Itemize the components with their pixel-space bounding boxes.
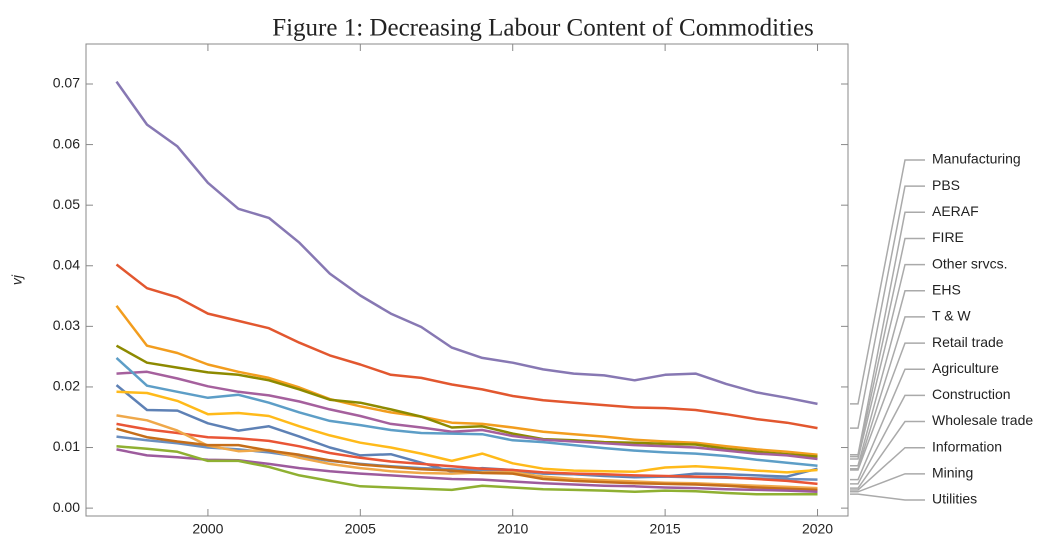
callout [850, 446, 925, 491]
chart-title: Figure 1: Decreasing Labour Content of C… [272, 15, 814, 42]
callout [850, 159, 925, 405]
legend-label: EHS [932, 281, 961, 297]
legend-label: T & W [932, 308, 971, 324]
legend-label: Retail trade [932, 334, 1004, 350]
series-line [115, 305, 818, 457]
x-tick-label: 2005 [345, 521, 376, 537]
x-tick-label: 2015 [650, 521, 681, 537]
callout [850, 394, 925, 485]
legend-label: AERAF [932, 203, 979, 219]
callout [850, 316, 925, 470]
x-tick-label: 2010 [497, 521, 528, 537]
y-tick-label: 0.02 [53, 378, 80, 394]
y-axis-label: vj [9, 274, 25, 285]
legend-label: FIRE [932, 229, 964, 245]
legend-label: Other srvcs. [932, 255, 1007, 271]
series-line [116, 422, 818, 486]
series-line [116, 390, 818, 474]
callout [850, 263, 925, 460]
callout [850, 290, 925, 467]
x-tick-label: 2020 [802, 521, 833, 537]
legend-label: Agriculture [932, 360, 999, 376]
series-line [115, 356, 818, 467]
series-line [115, 263, 818, 430]
y-tick-label: 0.03 [53, 317, 80, 333]
y-tick-label: 0.06 [53, 135, 80, 151]
callout [850, 211, 925, 456]
y-tick-label: 0.01 [53, 438, 80, 454]
y-tick-label: 0.04 [53, 256, 80, 272]
series-line [115, 344, 818, 458]
series-line [115, 80, 818, 406]
legend-label: Utilities [932, 491, 977, 507]
callout [850, 493, 925, 501]
series-line [116, 445, 818, 496]
legend-label: Manufacturing [932, 151, 1021, 167]
y-tick-label: 0.05 [53, 196, 80, 212]
callout [850, 185, 925, 429]
legend-label: Construction [932, 386, 1011, 402]
series-line [116, 370, 818, 461]
legend-label: PBS [932, 177, 960, 193]
y-tick-label: 0.00 [53, 499, 80, 515]
legend-label: Wholesale trade [932, 412, 1033, 428]
legend-label: Information [932, 438, 1002, 454]
callout [850, 420, 925, 489]
series-line [116, 427, 818, 492]
callout [850, 473, 925, 493]
callout [850, 342, 925, 471]
y-tick-label: 0.07 [53, 75, 80, 91]
legend-label: Mining [932, 465, 973, 481]
x-tick-label: 2000 [192, 521, 223, 537]
plot-frame [85, 43, 849, 517]
callout [850, 237, 925, 458]
callout [850, 368, 925, 481]
